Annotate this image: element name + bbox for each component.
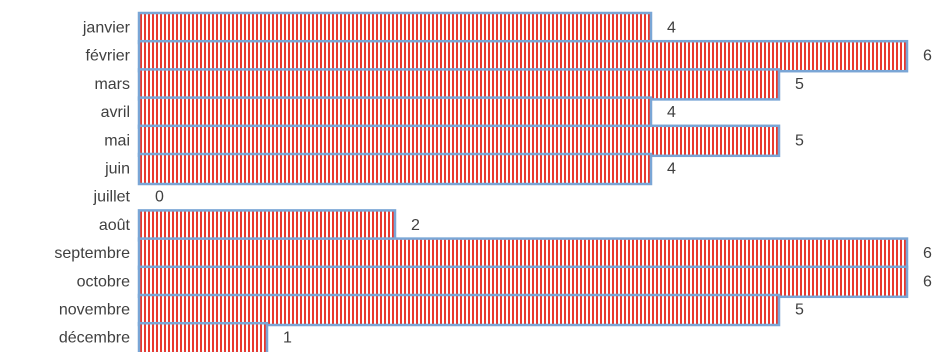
bar-février — [137, 39, 909, 73]
value-label: 0 — [155, 189, 164, 206]
value-label: 1 — [283, 330, 292, 347]
category-label: novembre — [59, 302, 130, 319]
bar-août — [137, 209, 397, 242]
value-label: 4 — [667, 104, 676, 121]
value-label: 5 — [795, 302, 804, 319]
category-label: juillet — [93, 189, 131, 206]
category-label: janvier — [82, 20, 131, 37]
value-label: 5 — [795, 132, 804, 149]
bar-mai — [137, 124, 781, 158]
bar-décembre — [137, 321, 269, 352]
value-label: 4 — [667, 20, 676, 37]
value-label: 5 — [795, 76, 804, 93]
value-labels-group: 4 6 5 4 5 4 0 2 6 6 5 1 — [155, 20, 932, 347]
value-label: 6 — [923, 273, 932, 290]
value-label: 6 — [923, 245, 932, 262]
category-label: décembre — [59, 330, 130, 347]
bar-juin — [137, 152, 653, 186]
category-label: mars — [94, 76, 130, 93]
category-label: mai — [104, 132, 130, 149]
value-label: 6 — [923, 48, 932, 65]
category-label: octobre — [77, 273, 130, 290]
category-labels-group: janvier février mars avril mai juin juillet aoû… — [54, 20, 130, 347]
category-label: août — [99, 217, 131, 234]
value-label: 2 — [411, 217, 420, 234]
category-label: février — [86, 48, 131, 65]
bar-novembre — [137, 293, 781, 327]
category-label: juin — [104, 161, 130, 178]
bar-avril — [137, 96, 653, 129]
bar-septembre — [137, 237, 909, 270]
category-label: septembre — [54, 245, 130, 262]
value-label: 4 — [667, 161, 676, 178]
category-label: avril — [101, 104, 130, 121]
bar-mars — [137, 68, 781, 101]
bar-octobre — [137, 265, 909, 299]
bar-janvier — [137, 11, 653, 45]
bars-group — [137, 11, 909, 352]
